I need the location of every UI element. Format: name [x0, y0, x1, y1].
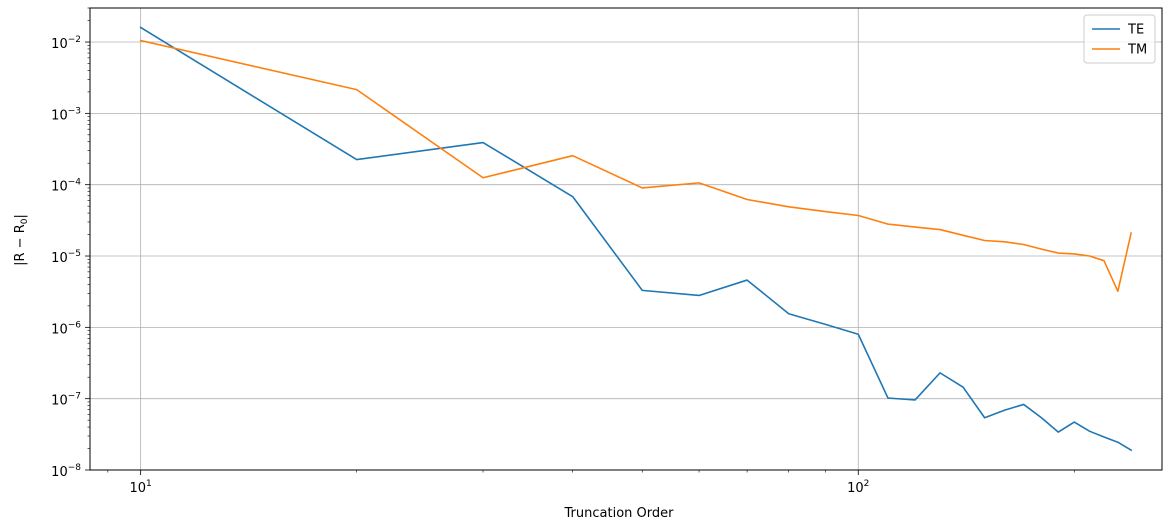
y-tick-label-base: 10: [51, 394, 68, 409]
x-tick-label: 101: [130, 479, 152, 496]
legend: TE TM: [1083, 14, 1156, 64]
x-tick-label: 102: [847, 479, 869, 496]
x-axis-title: Truncation Order: [564, 506, 675, 521]
y-tick-label-exponent: −5: [68, 249, 81, 259]
y-tick-label: 10−7: [51, 392, 81, 409]
series-line-tm: [139, 39, 1133, 293]
y-tick-label: 10−2: [51, 35, 81, 52]
y-tick-label-exponent: −6: [68, 320, 82, 330]
y-axis-title: |R − R0|: [13, 214, 30, 266]
y-axis-title-sub: 0: [20, 218, 30, 224]
y-tick-label: 10−5: [51, 249, 81, 266]
y-tick-label: 10−3: [51, 106, 81, 123]
y-tick-label: 10−8: [51, 463, 81, 480]
y-tick-label-exponent: −8: [68, 463, 82, 473]
y-tick-label-exponent: −2: [68, 35, 81, 45]
y-tick-label-base: 10: [51, 180, 68, 195]
y-axis-title-end: |: [13, 214, 28, 218]
y-tick-label-exponent: −4: [68, 178, 82, 188]
y-tick-label: 10−6: [51, 320, 81, 337]
y-tick-label-base: 10: [51, 108, 68, 123]
y-tick-label-base: 10: [51, 251, 68, 266]
legend-label-tm: TM: [1127, 43, 1147, 58]
legend-label-te: TE: [1127, 23, 1144, 38]
y-tick-label-exponent: −3: [68, 106, 81, 116]
y-tick-label-base: 10: [51, 37, 68, 52]
y-tick-label-base: 10: [51, 322, 68, 337]
x-tick-label-base: 10: [130, 481, 147, 496]
x-tick-label-base: 10: [847, 481, 864, 496]
ticks: [85, 7, 1075, 475]
series-line-te: [139, 26, 1133, 452]
y-tick-label: 10−4: [51, 178, 81, 195]
plot-frame: [89, 7, 1163, 471]
y-tick-label-exponent: −7: [68, 392, 81, 402]
legend-box: [1083, 14, 1156, 64]
y-axis-title-main: |R − R: [13, 224, 28, 266]
x-tick-label-exponent: 1: [146, 479, 152, 489]
series-layer: [139, 26, 1133, 452]
x-tick-label-exponent: 2: [864, 479, 870, 489]
y-tick-label-base: 10: [51, 465, 68, 480]
